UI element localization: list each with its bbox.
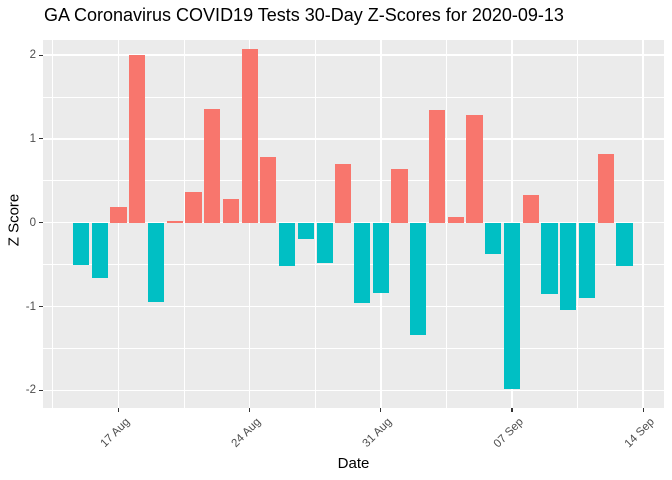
y-tick-mark — [39, 54, 43, 56]
bar-2020-09-13 — [616, 222, 633, 267]
x-tick-mark — [117, 408, 120, 412]
bar-2020-09-06 — [485, 222, 502, 254]
bar-2020-08-28 — [316, 222, 333, 263]
bar-2020-08-19 — [147, 222, 165, 303]
bar-2020-08-18 — [129, 55, 146, 223]
bar-2020-09-03 — [428, 109, 446, 223]
bar-2020-09-12 — [597, 153, 614, 223]
minor-gridline-h — [43, 96, 664, 98]
bar-2020-09-07 — [503, 222, 521, 390]
minor-gridline-h — [43, 180, 664, 182]
major-gridline-h — [43, 138, 664, 140]
y-tick-mark — [39, 306, 43, 308]
x-tick-label: 07 Sep — [491, 416, 526, 451]
bar-2020-08-30 — [354, 222, 371, 304]
bar-2020-08-24 — [241, 49, 258, 223]
bar-2020-08-27 — [297, 222, 314, 240]
y-tick-label: -2 — [25, 384, 36, 397]
major-gridline-v — [248, 40, 251, 408]
bar-2020-08-22 — [204, 108, 221, 223]
x-tick-label: 17 Aug — [98, 416, 132, 450]
y-tick-label: 2 — [29, 49, 36, 62]
x-tick-label: 24 Aug — [229, 416, 264, 450]
major-gridline-h — [43, 54, 664, 56]
minor-gridline-v — [52, 40, 54, 408]
bar-2020-09-05 — [466, 115, 483, 223]
x-tick-label: 31 Aug — [360, 416, 395, 450]
minor-gridline-v — [183, 40, 185, 408]
minor-gridline-v — [446, 40, 447, 408]
bar-2020-08-25 — [260, 157, 277, 223]
x-tick-mark — [642, 408, 644, 412]
y-tick-label: 1 — [29, 132, 36, 145]
bar-2020-09-02 — [410, 222, 427, 335]
x-tick-label: 14 Sep — [622, 416, 657, 451]
bar-2020-09-11 — [578, 222, 596, 299]
y-tick-label: -1 — [25, 300, 36, 313]
major-gridline-h — [43, 221, 664, 224]
bar-2020-08-31 — [372, 222, 389, 294]
y-tick-mark — [39, 389, 43, 391]
bar-2020-08-23 — [222, 199, 239, 223]
x-tick-mark — [249, 408, 251, 412]
bar-2020-08-21 — [185, 191, 202, 223]
bar-2020-09-01 — [391, 169, 408, 223]
minor-gridline-v — [577, 40, 578, 408]
bar-2020-09-04 — [447, 216, 464, 223]
bar-2020-08-20 — [166, 221, 183, 223]
x-tick-mark — [380, 408, 382, 412]
bar-2020-08-15 — [72, 222, 90, 265]
major-gridline-v — [117, 40, 120, 408]
x-axis-title: Date — [337, 455, 370, 472]
x-tick-mark — [511, 408, 513, 412]
minor-gridline-h — [43, 348, 664, 349]
bar-2020-09-08 — [522, 195, 539, 223]
major-gridline-h — [43, 389, 664, 392]
bar-2020-08-17 — [110, 206, 127, 223]
major-gridline-v — [642, 40, 644, 408]
y-tick-label: 0 — [29, 216, 36, 229]
minor-gridline-v — [314, 40, 316, 408]
y-tick-mark — [39, 222, 43, 224]
minor-gridline-h — [43, 264, 664, 265]
major-gridline-h — [43, 305, 664, 308]
bar-2020-08-16 — [91, 222, 108, 278]
bar-2020-09-10 — [560, 222, 577, 310]
chart-title: GA Coronavirus COVID19 Tests 30-Day Z-Sc… — [44, 5, 564, 25]
bar-2020-08-26 — [279, 222, 296, 267]
bar-2020-08-29 — [335, 164, 352, 223]
y-axis-title: Z Score — [5, 193, 23, 247]
y-tick-mark — [39, 138, 43, 140]
bar-2020-09-09 — [541, 222, 558, 294]
